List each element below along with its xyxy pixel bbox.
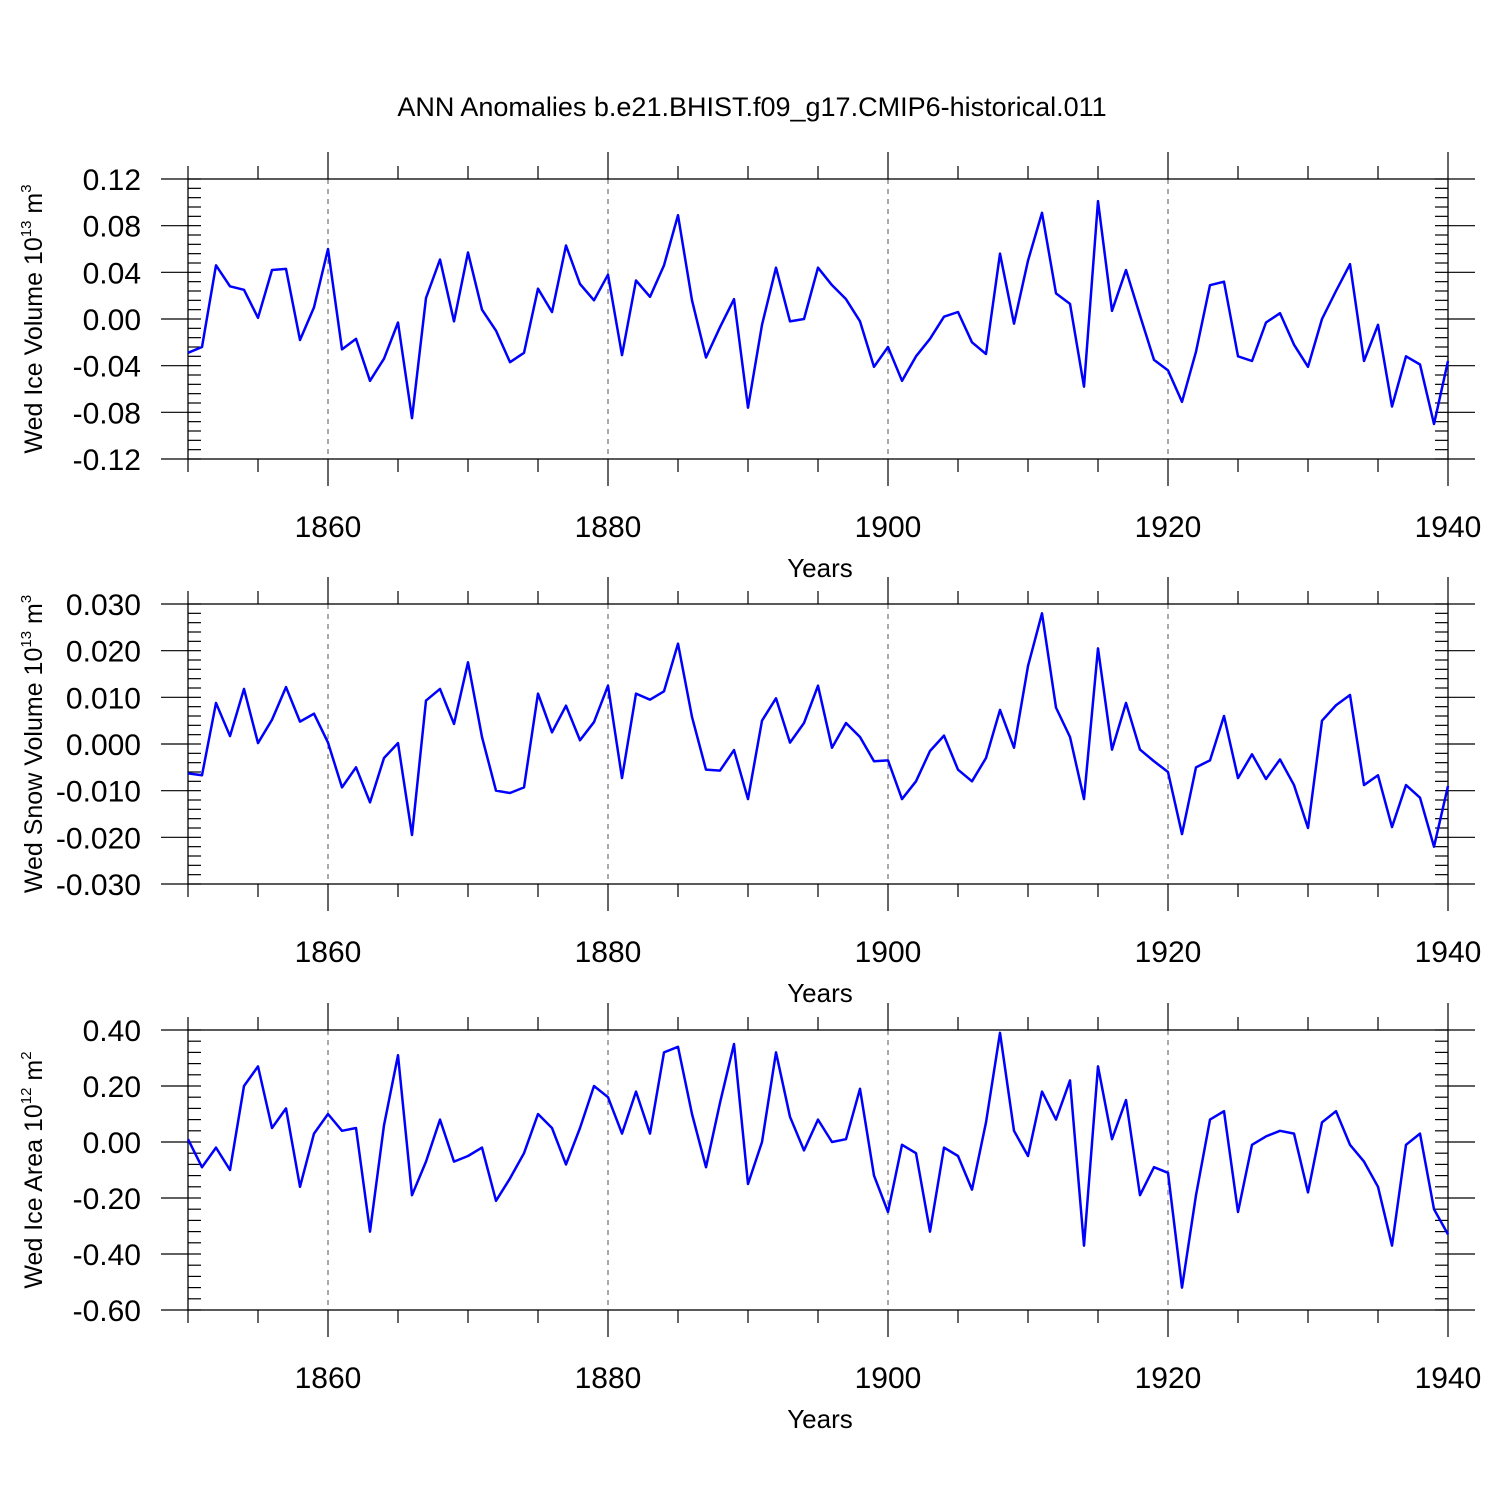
y-axis-label-superscript: 13 — [18, 631, 35, 648]
x-tick-label: 1940 — [1415, 936, 1482, 969]
series-line — [187, 612, 1450, 848]
panels: -0.12 -0.08 -0.04 0.00 0.04 0.08 0.12 1860 1880 1… — [18, 152, 1481, 1434]
x-axis-label: Years — [787, 553, 853, 583]
y-tick-label: -0.12 — [73, 444, 141, 477]
series-line — [187, 199, 1450, 426]
y-axis-label-text: m — [20, 1060, 48, 1088]
x-tick-label: 1880 — [575, 936, 642, 969]
plot-frame — [187, 603, 1449, 885]
y-axis-label-superscript: 3 — [18, 184, 35, 192]
y-tick-label: 0.020 — [66, 636, 141, 669]
y-axis-label-superscript: 2 — [18, 1051, 35, 1059]
x-axis-label: Years — [787, 1404, 853, 1434]
y-axis-label: Wed Ice Area 1012 m2 — [18, 1051, 48, 1288]
y-axis-label: Wed Ice Volume 1013 m3 — [18, 184, 48, 453]
y-axis-label-superscript: 13 — [18, 221, 35, 238]
y-tick-label: -0.04 — [73, 351, 141, 384]
x-tick-label: 1880 — [575, 1362, 642, 1395]
series-line — [186, 1031, 1450, 1289]
x-tick-label: 1920 — [1135, 936, 1202, 969]
y-axis-label-superscript: 3 — [18, 595, 35, 603]
x-tick-label: 1900 — [855, 511, 922, 544]
y-tick-label: 0.12 — [83, 164, 141, 197]
y-tick-label: -0.20 — [73, 1183, 141, 1216]
y-tick-label: 0.08 — [83, 211, 141, 244]
y-tick-label: -0.010 — [56, 776, 141, 809]
figure-title: ANN Anomalies b.e21.BHIST.f09_g17.CMIP6-… — [397, 92, 1106, 122]
y-tick-label: -0.020 — [56, 822, 141, 855]
y-axis-label: Wed Snow Volume 1013 m3 — [18, 595, 48, 893]
y-tick-label: -0.40 — [73, 1239, 141, 1272]
y-axis-label-text: Wed Ice Volume 10 — [20, 237, 48, 453]
y-tick-label: 0.010 — [66, 682, 141, 715]
plot-frame — [187, 178, 1449, 460]
x-axis-label: Years — [787, 978, 853, 1008]
y-axis-label-superscript: 12 — [18, 1088, 35, 1105]
y-tick-label: 0.00 — [83, 1127, 141, 1160]
y-tick-label: 0.40 — [83, 1015, 141, 1048]
y-tick-label: 0.04 — [83, 257, 141, 290]
y-axis-label-text: m — [20, 193, 48, 221]
x-tick-label: 1880 — [575, 511, 642, 544]
x-tick-label: 1920 — [1135, 1362, 1202, 1395]
y-tick-label: 0.000 — [66, 729, 141, 762]
panel-2: -0.030 -0.020 -0.010 0.000 0.010 0.020 0.030 18… — [18, 577, 1481, 1008]
x-tick-label: 1940 — [1415, 1362, 1482, 1395]
x-tick-label: 1860 — [295, 511, 362, 544]
x-tick-label: 1860 — [295, 936, 362, 969]
y-axis-label-text: Wed Ice Area 10 — [20, 1104, 48, 1288]
y-tick-label: -0.030 — [56, 869, 141, 902]
x-tick-label: 1940 — [1415, 511, 1482, 544]
y-tick-label: -0.60 — [73, 1295, 141, 1328]
panel-1: -0.12 -0.08 -0.04 0.00 0.04 0.08 0.12 1860 1880 1… — [18, 152, 1481, 583]
y-axis-label-text: Wed Snow Volume 10 — [20, 648, 48, 894]
x-tick-label: 1900 — [855, 936, 922, 969]
y-axis-label-text: m — [20, 603, 48, 631]
x-tick-label: 1920 — [1135, 511, 1202, 544]
y-tick-label: 0.030 — [66, 589, 141, 622]
x-tick-label: 1900 — [855, 1362, 922, 1395]
x-tick-label: 1860 — [295, 1362, 362, 1395]
y-tick-label: 0.00 — [83, 304, 141, 337]
y-tick-label: -0.08 — [73, 397, 141, 430]
panel-3: -0.60 -0.40 -0.20 0.00 0.20 0.40 1860 1880 1900 1… — [18, 1003, 1481, 1434]
y-tick-label: 0.20 — [83, 1071, 141, 1104]
